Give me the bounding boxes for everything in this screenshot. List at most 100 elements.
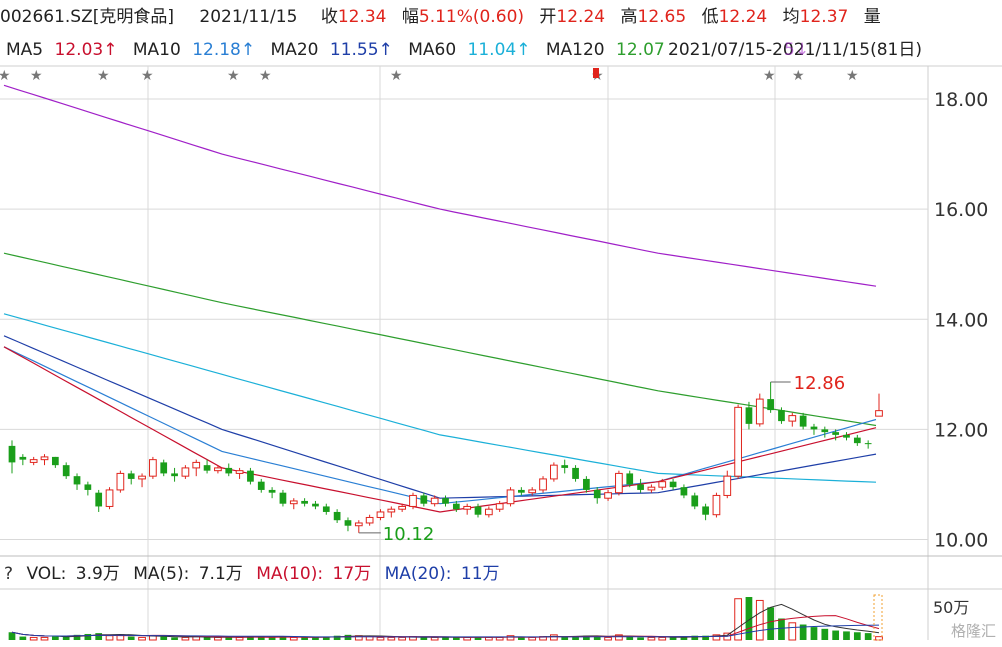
volume-label: 量 [863,7,881,27]
ma5-value: 12.03↑ [54,40,118,60]
y-tick-label: 16.00 [934,199,988,221]
ma20-value: 11.55↑ [329,40,393,60]
candle-body [73,476,81,485]
ma10-label: MA10 [132,40,181,60]
volume-bar [430,636,439,641]
question-icon[interactable]: ? [4,564,14,584]
candle-body [755,398,764,425]
close-label: 收 [320,7,338,27]
volume-bar [322,636,330,640]
ma10-value: 12.18↑ [192,40,256,60]
volume-bar [561,636,569,640]
volume-bar [767,607,774,640]
candle-body [452,503,460,510]
candlesticks [8,382,883,533]
candle-body [84,484,92,490]
volume-bar [691,635,699,640]
candle-body [8,445,16,463]
volume-bar [864,633,872,640]
volume-bar [279,636,287,640]
close-value: 12.34 [337,7,387,27]
volume-bar [474,636,482,640]
volume-bar [398,636,407,641]
y-tick-label: 14.00 [934,309,988,331]
volume-bar [333,635,341,640]
event-star-icon: ★ [30,68,43,84]
volume-bar [247,636,254,640]
candle-body [19,456,27,460]
volume-bar [506,635,515,641]
volume-ma-line [11,624,880,638]
candle-body [691,495,699,507]
y-tick-label: 10.00 [934,529,988,551]
candle-body [723,475,732,496]
candle-body [214,467,222,472]
candle-body [138,475,146,480]
candle-body [778,410,785,422]
event-markers: ★★★★★★★★★★★ [0,68,859,84]
event-star-icon: ★ [227,68,240,84]
volume-bar [268,637,276,640]
candle-body [832,432,840,435]
candle-body [376,511,385,518]
y-tick-label: 12.00 [934,419,988,441]
candle-body [160,462,168,474]
open-value: 12.24 [556,7,606,27]
vol-ma20-value: 11万 [460,564,500,584]
candle-body [105,489,114,507]
candle-body [561,465,569,468]
candle-body [268,489,276,493]
candle-body [127,473,135,479]
ma-line [3,346,877,505]
volume-bar [62,635,70,640]
candle-body [62,465,70,477]
volume-bar [138,636,146,641]
low-label: 低 [701,7,719,27]
volume-scale-label: 50万 [933,598,970,617]
volume-bar [669,637,677,640]
candle-body [658,481,667,488]
volume-bar [171,637,178,640]
price-axis: 10.00 12.00 14.00 16.00 18.00 [934,89,988,551]
candle-body [810,426,818,430]
event-star-icon: ★ [763,68,776,84]
high-price-label: 12.86 [794,373,846,394]
candle-body [322,506,330,512]
volume-bar [875,636,883,641]
candle-body [875,410,883,417]
volume-legend: ? VOL: 3.9万 MA(5): 7.1万 MA(10): 17万 MA(2… [4,561,500,587]
moving-average-lines [3,84,877,513]
volume-bar [604,636,612,641]
ma-line [3,252,877,427]
low-value: 12.24 [718,7,768,27]
volume-bar [19,636,27,640]
volume-bar [442,637,449,640]
candle-body [518,489,525,493]
volume-bar [702,635,709,640]
low-price-label: 10.12 [383,524,435,545]
candle-body [626,473,634,485]
vol-ma20-label: MA(20): [384,564,452,584]
volume-bar [658,636,667,641]
volume-bar [680,636,688,640]
open-label: 开 [539,7,557,27]
ma-line [3,84,877,287]
candle-body [484,508,493,516]
candle-body [442,498,449,504]
volume-bar [583,635,590,640]
candle-body [344,520,352,526]
candle-body [257,481,265,490]
vol-value: 3.9万 [75,564,120,584]
candle-body [430,497,439,505]
volume-bar [484,636,493,641]
volume-bar [755,599,764,641]
candle-body [604,492,612,499]
candle-body [506,489,515,505]
chart-grid [0,65,1002,640]
candle-body [398,505,407,510]
volume-bar [810,627,818,640]
event-star-icon: ★ [97,68,110,84]
volume-bar [637,637,644,640]
candle-body [312,503,319,507]
